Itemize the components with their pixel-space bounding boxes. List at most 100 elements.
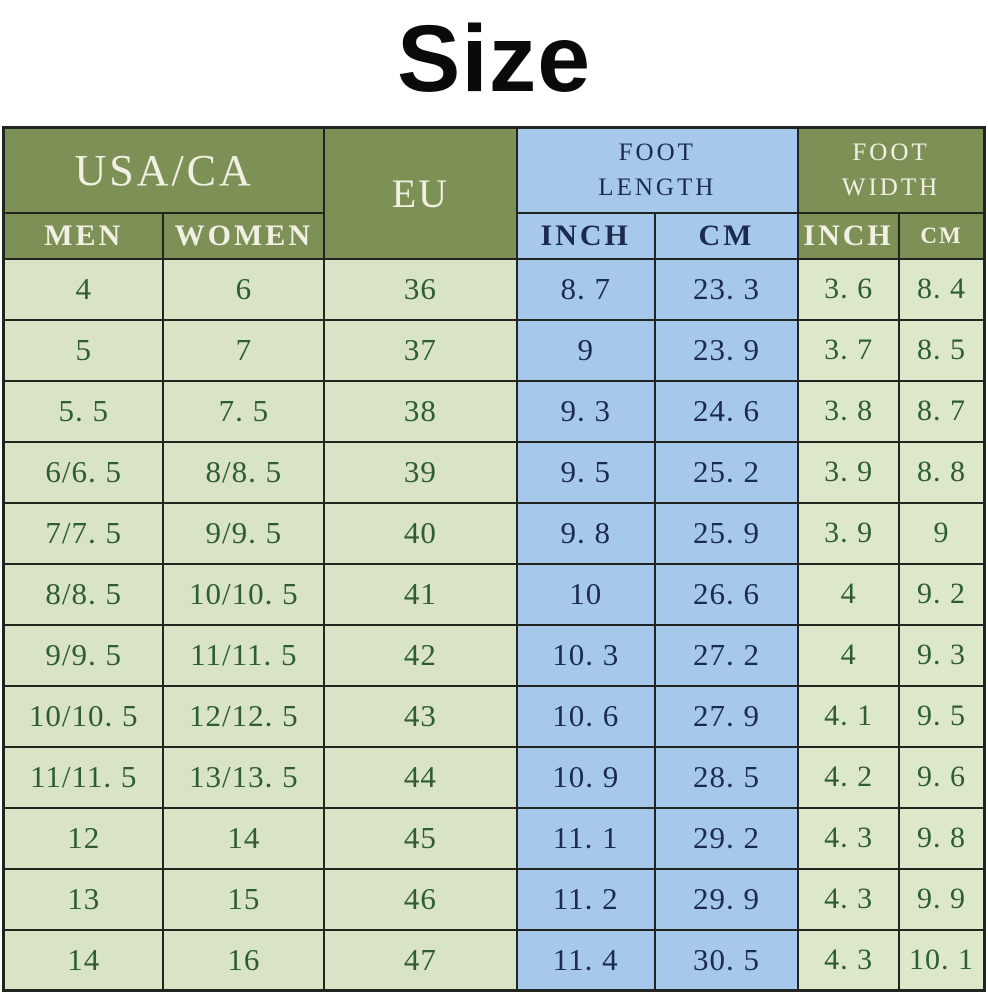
cell-usa-women: 13/13. 5 xyxy=(162,745,326,809)
cell-foot-width-inch: 4. 3 xyxy=(797,867,901,931)
cell-foot-length-inch: 10. 9 xyxy=(515,745,656,809)
cell-foot-length-cm: 29. 2 xyxy=(653,806,800,870)
cell-usa-men: 8/8. 5 xyxy=(2,562,165,626)
cell-usa-men: 10/10. 5 xyxy=(2,684,165,748)
table-row: 8/8. 5 10/10. 5 41 10 26. 6 4 9. 2 xyxy=(2,562,986,626)
cell-eu: 40 xyxy=(323,501,518,565)
cell-foot-width-cm: 9. 6 xyxy=(898,745,986,809)
cell-foot-length-cm: 25. 9 xyxy=(653,501,800,565)
cell-foot-length-inch: 10. 3 xyxy=(515,623,656,687)
cell-foot-length-cm: 25. 2 xyxy=(653,440,800,504)
cell-usa-men: 6/6. 5 xyxy=(2,440,165,504)
cell-foot-length-inch: 8. 7 xyxy=(515,257,656,321)
cell-foot-length-cm: 28. 5 xyxy=(653,745,800,809)
cell-foot-width-cm: 8. 8 xyxy=(898,440,986,504)
header-women: WOMEN xyxy=(162,211,326,260)
header-row-groups: USA/CA EU FOOT LENGTH FOOT WIDTH xyxy=(2,126,986,260)
cell-foot-width-inch: 3. 9 xyxy=(797,501,901,565)
cell-foot-length-inch: 10. 6 xyxy=(515,684,656,748)
header-foot-width-label: FOOT WIDTH xyxy=(841,139,941,202)
header-foot-length: FOOT LENGTH xyxy=(515,126,800,214)
cell-usa-women: 11/11. 5 xyxy=(162,623,326,687)
page-title: Size xyxy=(396,6,592,112)
cell-foot-width-cm: 8. 5 xyxy=(898,318,986,382)
cell-usa-women: 12/12. 5 xyxy=(162,684,326,748)
header-usa-ca: USA/CA xyxy=(2,126,326,214)
table-row: 5. 5 7. 5 38 9. 3 24. 6 3. 8 8. 7 xyxy=(2,379,986,443)
cell-foot-length-inch: 9. 5 xyxy=(515,440,656,504)
size-table: USA/CA EU FOOT LENGTH FOOT WIDTH MEN WOM… xyxy=(2,126,986,992)
cell-foot-length-inch: 11. 2 xyxy=(515,867,656,931)
cell-foot-width-cm: 9. 9 xyxy=(898,867,986,931)
cell-eu: 39 xyxy=(323,440,518,504)
header-length-cm: CM xyxy=(653,211,800,260)
table-row: 12 14 45 11. 1 29. 2 4. 3 9. 8 xyxy=(2,806,986,870)
cell-foot-width-cm: 9. 2 xyxy=(898,562,986,626)
cell-usa-men: 4 xyxy=(2,257,165,321)
size-table-header: USA/CA EU FOOT LENGTH FOOT WIDTH MEN WOM… xyxy=(2,126,986,260)
cell-usa-men: 12 xyxy=(2,806,165,870)
cell-usa-women: 9/9. 5 xyxy=(162,501,326,565)
table-row: 13 15 46 11. 2 29. 9 4. 3 9. 9 xyxy=(2,867,986,931)
cell-foot-width-cm: 9. 8 xyxy=(898,806,986,870)
cell-eu: 45 xyxy=(323,806,518,870)
cell-eu: 42 xyxy=(323,623,518,687)
cell-foot-length-inch: 9 xyxy=(515,318,656,382)
cell-foot-width-inch: 4 xyxy=(797,623,901,687)
cell-foot-width-cm: 8. 7 xyxy=(898,379,986,443)
table-row: 4 6 36 8. 7 23. 3 3. 6 8. 4 xyxy=(2,257,986,321)
cell-foot-width-inch: 3. 9 xyxy=(797,440,901,504)
header-width-inch: INCH xyxy=(797,211,901,260)
cell-eu: 43 xyxy=(323,684,518,748)
table-row: 9/9. 5 11/11. 5 42 10. 3 27. 2 4 9. 3 xyxy=(2,623,986,687)
header-length-inch: INCH xyxy=(515,211,656,260)
cell-eu: 38 xyxy=(323,379,518,443)
cell-foot-length-inch: 9. 3 xyxy=(515,379,656,443)
cell-foot-width-cm: 9 xyxy=(898,501,986,565)
cell-usa-men: 11/11. 5 xyxy=(2,745,165,809)
cell-usa-men: 7/7. 5 xyxy=(2,501,165,565)
cell-foot-width-cm: 9. 3 xyxy=(898,623,986,687)
cell-usa-women: 15 xyxy=(162,867,326,931)
cell-foot-width-inch: 3. 8 xyxy=(797,379,901,443)
cell-usa-women: 6 xyxy=(162,257,326,321)
header-foot-width: FOOT WIDTH xyxy=(797,126,986,214)
header-width-cm: CM xyxy=(898,211,986,260)
header-eu: EU xyxy=(323,126,518,260)
cell-foot-length-cm: 23. 3 xyxy=(653,257,800,321)
cell-usa-men: 5. 5 xyxy=(2,379,165,443)
cell-usa-men: 9/9. 5 xyxy=(2,623,165,687)
cell-usa-women: 10/10. 5 xyxy=(162,562,326,626)
cell-foot-length-cm: 27. 2 xyxy=(653,623,800,687)
header-row-units: MEN WOMEN INCH CM INCH CM xyxy=(2,211,986,260)
cell-foot-length-inch: 11. 1 xyxy=(515,806,656,870)
cell-foot-length-inch: 9. 8 xyxy=(515,501,656,565)
cell-eu: 46 xyxy=(323,867,518,931)
cell-eu: 37 xyxy=(323,318,518,382)
cell-usa-women: 16 xyxy=(162,928,326,992)
header-foot-length-label: FOOT LENGTH xyxy=(598,139,717,202)
cell-foot-width-inch: 4. 1 xyxy=(797,684,901,748)
cell-usa-men: 5 xyxy=(2,318,165,382)
cell-usa-men: 14 xyxy=(2,928,165,992)
cell-foot-length-cm: 26. 6 xyxy=(653,562,800,626)
table-row: 5 7 37 9 23. 9 3. 7 8. 5 xyxy=(2,318,986,382)
cell-usa-men: 13 xyxy=(2,867,165,931)
cell-foot-length-inch: 11. 4 xyxy=(515,928,656,992)
table-row: 14 16 47 11. 4 30. 5 4. 3 10. 1 xyxy=(2,928,986,992)
header-men: MEN xyxy=(2,211,165,260)
cell-eu: 47 xyxy=(323,928,518,992)
cell-foot-length-cm: 29. 9 xyxy=(653,867,800,931)
cell-foot-width-cm: 8. 4 xyxy=(898,257,986,321)
cell-foot-width-cm: 10. 1 xyxy=(898,928,986,992)
cell-usa-women: 14 xyxy=(162,806,326,870)
header-usa-ca-label: USA/CA xyxy=(74,145,254,195)
cell-foot-length-cm: 30. 5 xyxy=(653,928,800,992)
cell-usa-women: 7. 5 xyxy=(162,379,326,443)
cell-foot-width-inch: 4. 3 xyxy=(797,806,901,870)
cell-foot-width-inch: 4 xyxy=(797,562,901,626)
cell-eu: 41 xyxy=(323,562,518,626)
cell-eu: 44 xyxy=(323,745,518,809)
